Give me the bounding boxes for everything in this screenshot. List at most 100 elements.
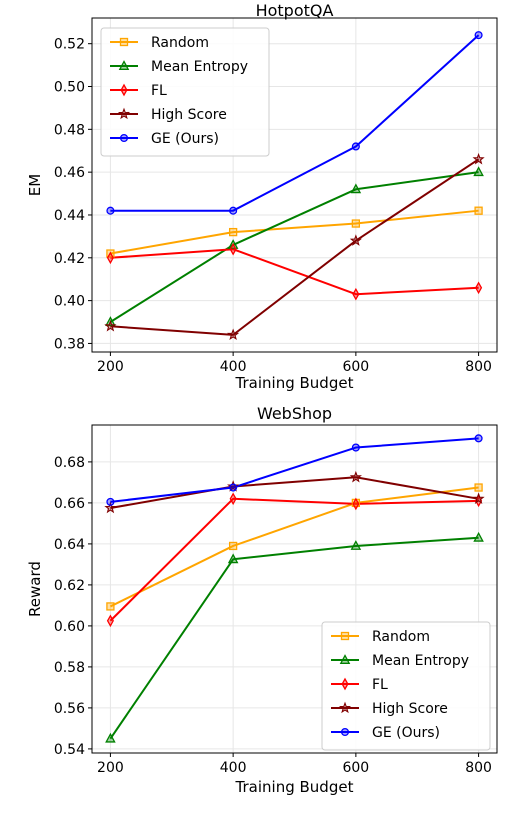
y-axis-label: Reward bbox=[26, 561, 44, 617]
series-line-high-score bbox=[110, 158, 480, 336]
series-line-ge-ours bbox=[110, 34, 480, 212]
data-point bbox=[472, 492, 485, 504]
legend-marker bbox=[120, 83, 128, 97]
legend-marker bbox=[119, 37, 129, 47]
y-tick-label: 0.48 bbox=[54, 122, 85, 138]
data-point bbox=[106, 251, 114, 265]
data-point bbox=[351, 443, 360, 452]
chart-panel-1: 200 400 600 800 0.38 0.40 0.42 0.44 0.46 0.48 0.50… bbox=[26, 1, 498, 392]
data-point bbox=[229, 206, 238, 215]
legend-box bbox=[321, 621, 491, 751]
legend-marker bbox=[340, 727, 350, 737]
y-tick-label: 0.56 bbox=[54, 701, 85, 717]
y-axis-label: EM bbox=[26, 174, 44, 196]
legend: Random Mean Entropy FL High Score GE (Ours) bbox=[100, 27, 270, 157]
legend-marker bbox=[339, 654, 351, 664]
data-point bbox=[227, 480, 240, 492]
chart-title: WebShop bbox=[257, 404, 332, 423]
x-tick-label: 400 bbox=[220, 760, 247, 776]
x-axis-label: Training Budget bbox=[235, 374, 354, 392]
data-point bbox=[229, 492, 237, 506]
series-line-ge-ours bbox=[110, 437, 479, 503]
legend-label: GE (Ours) bbox=[151, 131, 219, 147]
data-point bbox=[351, 142, 360, 151]
data-point bbox=[227, 553, 239, 564]
legend-label: Random bbox=[372, 629, 430, 645]
data-point bbox=[473, 531, 484, 542]
y-tick-label: 0.46 bbox=[54, 165, 85, 181]
data-point bbox=[473, 166, 484, 177]
y-tick-label: 0.52 bbox=[54, 37, 85, 53]
data-point bbox=[475, 281, 483, 295]
chart-panel-2: 200 400 600 800 0.54 0.56 0.58 0.60 0.62 0.64 0.66… bbox=[26, 404, 498, 796]
data-point bbox=[104, 319, 117, 332]
series-line-mean-entropy bbox=[109, 171, 479, 323]
data-point bbox=[106, 206, 115, 215]
x-tick-label: 800 bbox=[465, 359, 492, 375]
legend-label: FL bbox=[151, 83, 167, 99]
data-point bbox=[474, 206, 483, 215]
data-point bbox=[352, 497, 360, 511]
x-tick-label: 200 bbox=[97, 359, 124, 375]
legend-label: Mean Entropy bbox=[372, 653, 469, 669]
y-tick-label: 0.44 bbox=[54, 208, 85, 224]
legend-label: Random bbox=[151, 35, 209, 51]
legend-marker bbox=[118, 60, 130, 70]
legend-label: FL bbox=[372, 677, 388, 693]
data-point bbox=[228, 541, 238, 551]
data-point bbox=[106, 602, 115, 611]
y-tick-label: 0.42 bbox=[54, 251, 85, 267]
y-tick-label: 0.38 bbox=[54, 336, 85, 352]
data-point bbox=[350, 183, 362, 194]
series-line-random bbox=[110, 209, 479, 255]
data-point bbox=[104, 501, 117, 514]
data-point bbox=[350, 540, 362, 550]
series-line-fl bbox=[109, 497, 479, 622]
x-tick-label: 600 bbox=[342, 359, 369, 375]
legend-marker bbox=[340, 631, 350, 641]
data-point bbox=[106, 497, 115, 506]
y-tick-label: 0.68 bbox=[54, 455, 85, 471]
y-tick-label: 0.60 bbox=[54, 619, 85, 635]
data-point bbox=[352, 287, 360, 301]
x-tick-label: 800 bbox=[465, 760, 492, 776]
y-tick-label: 0.66 bbox=[54, 496, 85, 512]
data-point bbox=[472, 152, 485, 165]
x-axis-label: Training Budget bbox=[235, 778, 354, 796]
data-point bbox=[229, 483, 238, 492]
data-point bbox=[474, 31, 483, 40]
data-point bbox=[229, 242, 237, 256]
data-point bbox=[349, 234, 362, 246]
y-tick-label: 0.64 bbox=[54, 537, 85, 553]
data-point bbox=[474, 434, 483, 443]
y-tick-label: 0.50 bbox=[54, 80, 85, 96]
x-tick-label: 400 bbox=[220, 359, 247, 375]
data-point bbox=[349, 470, 362, 483]
legend-marker bbox=[117, 107, 131, 120]
y-tick-label: 0.40 bbox=[54, 294, 85, 310]
series-line-high-score bbox=[110, 476, 479, 510]
data-point bbox=[474, 483, 483, 492]
data-point bbox=[228, 227, 238, 237]
legend-label: High Score bbox=[151, 107, 227, 123]
legend: Random Mean Entropy FL High Score GE (Ours) bbox=[321, 621, 491, 751]
legend-box bbox=[100, 27, 270, 157]
plot-frame bbox=[91, 17, 498, 353]
legend-marker bbox=[338, 701, 352, 714]
data-point bbox=[105, 732, 116, 743]
x-tick-label: 200 bbox=[97, 760, 124, 776]
legend-label: GE (Ours) bbox=[372, 725, 440, 741]
legend-label: Mean Entropy bbox=[151, 59, 248, 75]
series-line-mean-entropy bbox=[109, 536, 479, 740]
data-point bbox=[227, 328, 240, 341]
data-point bbox=[351, 219, 361, 228]
plot-frame bbox=[91, 424, 498, 754]
y-tick-label: 0.58 bbox=[54, 660, 85, 676]
legend-marker bbox=[119, 133, 129, 143]
data-point bbox=[106, 614, 114, 628]
series-line-fl bbox=[110, 248, 479, 296]
chart-title: HotpotQA bbox=[256, 1, 334, 20]
legend-label: High Score bbox=[372, 701, 448, 717]
x-tick-label: 600 bbox=[342, 760, 369, 776]
